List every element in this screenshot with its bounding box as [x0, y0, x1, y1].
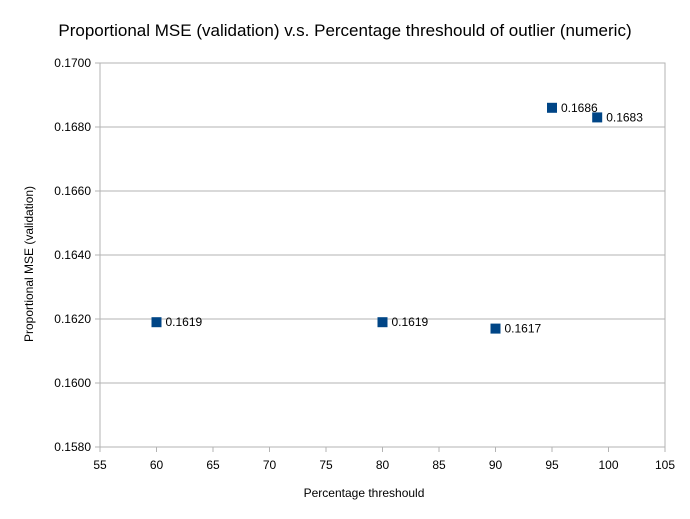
data-label: 0.1686	[561, 101, 598, 115]
x-tick-label: 65	[206, 458, 220, 472]
x-axis-label: Percentage threshould	[304, 486, 425, 500]
data-label: 0.1619	[392, 315, 429, 329]
data-point	[490, 323, 501, 334]
y-axis-label: Proportional MSE (validation)	[22, 186, 36, 342]
y-tick-label: 0.1680	[54, 120, 91, 134]
x-tick-label: 90	[489, 458, 503, 472]
data-label: 0.1617	[505, 322, 542, 336]
y-tick-label: 0.1620	[54, 312, 91, 326]
gridlines	[100, 62, 665, 448]
y-tick-label: 0.1580	[54, 440, 91, 454]
y-tick-label: 0.1640	[54, 248, 91, 262]
x-tick-label: 100	[598, 458, 618, 472]
data-point	[151, 317, 162, 328]
x-tick-label: 75	[319, 458, 333, 472]
x-axis-ticks: 55 60 65 70 75 80 85 90 95 100 105	[93, 447, 675, 472]
x-tick-label: 55	[93, 458, 107, 472]
data-points: 0.1619 0.1619 0.1617 0.1686 0.1683	[151, 101, 643, 336]
x-tick-label: 85	[432, 458, 446, 472]
x-tick-label: 80	[376, 458, 390, 472]
x-tick-label: 70	[263, 458, 277, 472]
x-tick-label: 95	[545, 458, 559, 472]
y-tick-label: 0.1700	[54, 56, 91, 70]
y-axis-ticks: 0.1580 0.1600 0.1620 0.1640 0.1660 0.1680 0.17…	[54, 56, 100, 454]
data-label: 0.1683	[606, 110, 643, 124]
x-tick-label: 105	[655, 458, 675, 472]
chart-title: Proportional MSE (validation) v.s. Perce…	[58, 21, 631, 40]
y-tick-label: 0.1600	[54, 376, 91, 390]
data-point	[592, 112, 603, 123]
y-tick-label: 0.1660	[54, 184, 91, 198]
data-point	[377, 317, 388, 328]
x-tick-label: 60	[150, 458, 164, 472]
data-label: 0.1619	[166, 315, 203, 329]
data-point	[547, 102, 557, 113]
